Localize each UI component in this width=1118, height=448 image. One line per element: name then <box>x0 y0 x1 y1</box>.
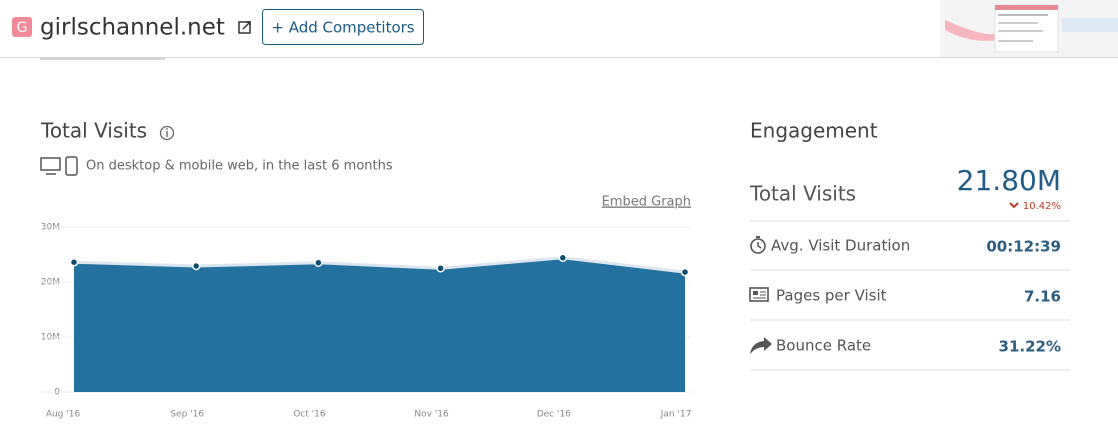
area-outline <box>73 256 686 274</box>
button-label[interactable]: + Add Competitors <box>271 19 414 37</box>
data-point <box>69 257 79 267</box>
x-tick-label: Sep '16 <box>170 410 204 420</box>
row-label: Bounce Rate <box>776 337 871 355</box>
x-tick-label: Nov '16 <box>414 410 449 420</box>
pages-icon <box>749 287 769 302</box>
x-tick-label: Dec '16 <box>537 410 571 420</box>
data-point <box>314 258 323 267</box>
thumbnail <box>940 0 1118 57</box>
total-visits-label: Total Visits <box>749 182 856 206</box>
x-tick-label: Jan '17 <box>660 410 692 420</box>
row-value: 00:12:39 <box>986 238 1061 256</box>
clock-icon <box>750 236 766 254</box>
total-visits-value: 21.80M <box>957 164 1061 197</box>
device-icons <box>40 156 78 176</box>
external-link-icon[interactable] <box>238 21 251 34</box>
row-label: Pages per Visit <box>776 287 887 305</box>
add-competitors-button[interactable] <box>262 9 424 45</box>
x-tick-label: Oct '16 <box>293 410 326 420</box>
data-point <box>558 253 568 263</box>
logo <box>12 17 32 37</box>
engagement-title: Engagement <box>750 119 878 143</box>
site-name[interactable]: girlschannel.net <box>40 15 225 41</box>
row-value: 7.16 <box>1024 288 1061 306</box>
bounce-icon <box>750 337 772 354</box>
embed-graph-link[interactable]: Embed Graph <box>602 195 691 210</box>
row-value: 31.22% <box>999 338 1061 356</box>
data-point <box>436 264 445 273</box>
logo-letter: G <box>17 20 28 36</box>
data-point <box>680 267 690 277</box>
chart-title: Total Visits <box>40 119 147 143</box>
row-label: Avg. Visit Duration <box>771 237 910 255</box>
total-visits-change: 10.42% <box>1023 201 1061 212</box>
tab-indicator <box>40 57 165 60</box>
x-tick-label: Aug '16 <box>46 410 81 420</box>
data-point <box>191 261 201 271</box>
area <box>74 257 685 392</box>
header <box>0 0 1118 57</box>
info-icon[interactable] <box>159 125 175 141</box>
down-arrow <box>1009 202 1019 209</box>
chart-subtitle: On desktop & mobile web, in the last 6 m… <box>86 159 393 174</box>
